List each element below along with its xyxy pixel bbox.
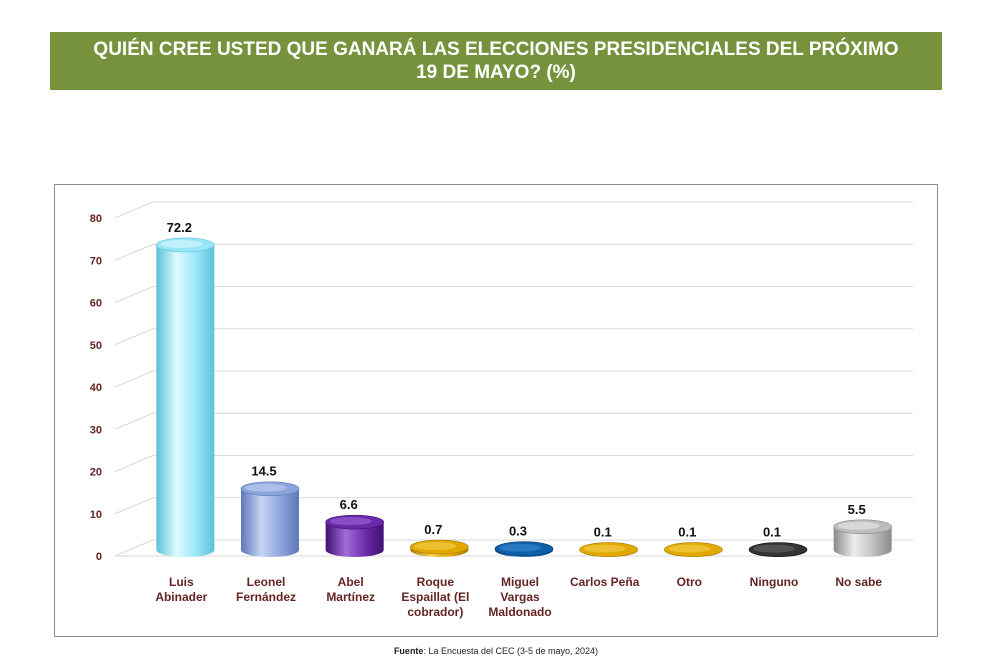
bar-body xyxy=(325,522,384,557)
category-label-line: No sabe xyxy=(835,575,882,589)
gridline-diagonal xyxy=(114,455,154,472)
gridline-diagonal xyxy=(114,412,154,430)
y-tick-label: 0 xyxy=(96,551,102,563)
y-tick-label: 50 xyxy=(90,340,102,352)
category-label-line: Martínez xyxy=(326,590,375,604)
data-label: 72.2 xyxy=(167,220,192,235)
chart-title: QUIÉN CREE USTED QUE GANARÁ LAS ELECCION… xyxy=(93,39,899,83)
category-label-line: Luis xyxy=(169,575,194,589)
bar-top-highlight xyxy=(837,521,880,530)
bar-top-highlight xyxy=(160,239,203,248)
category-label-line: Roque xyxy=(417,575,455,589)
gridline-diagonal xyxy=(114,539,154,557)
chart-frame: 0 10 20 30 40 50 60 70 80 72.2 14.5 6.6 0.7 0.3 0.1 0.… xyxy=(54,184,938,637)
category-label-line: Maldonado xyxy=(488,605,551,619)
category-label-line: Espaillat (El xyxy=(401,590,469,604)
category-label-line: Abinader xyxy=(155,590,207,604)
gridline-diagonal xyxy=(114,201,154,219)
gridline-diagonal xyxy=(114,497,154,515)
bar-top-highlight xyxy=(499,543,541,552)
y-tick-label: 60 xyxy=(90,298,102,310)
data-label: 0.1 xyxy=(594,525,612,540)
category-labels-layer: Luis Abinader Leonel Fernández Abel Martínez R… xyxy=(155,575,882,619)
bar-top-highlight xyxy=(753,544,795,553)
bar-chart: 0 10 20 30 40 50 60 70 80 72.2 14.5 6.6 0.7 0.3 0.1 0.… xyxy=(90,201,913,619)
data-label: 5.5 xyxy=(848,502,866,517)
bar-body xyxy=(156,244,215,557)
chart-title-banner: QUIÉN CREE USTED QUE GANARÁ LAS ELECCION… xyxy=(50,32,942,90)
bar xyxy=(325,514,384,557)
category-label-line: Fernández xyxy=(236,590,296,604)
data-label: 0.3 xyxy=(509,524,527,539)
bar xyxy=(494,541,554,557)
data-label: 0.7 xyxy=(424,522,442,537)
category-label: Luis Abinader xyxy=(155,575,207,604)
category-label-line: Vargas xyxy=(500,590,540,604)
category-label: Abel Martínez xyxy=(326,575,375,604)
source-text: : La Encuesta del CEC (3-5 de mayo, 2024… xyxy=(423,646,599,656)
category-label: Leonel Fernández xyxy=(236,575,296,604)
gridline-diagonal xyxy=(114,370,154,388)
bar xyxy=(748,542,808,557)
data-label: 0.1 xyxy=(763,525,781,540)
y-tick-label: 10 xyxy=(90,509,102,521)
bars-layer xyxy=(156,237,892,557)
category-label-line: Carlos Peña xyxy=(570,575,640,589)
category-label: Otro xyxy=(677,575,702,589)
gridline-diagonal xyxy=(114,286,154,303)
source-note: Fuente: La Encuesta del CEC (3-5 de mayo… xyxy=(0,646,992,656)
y-tick-label: 30 xyxy=(90,424,102,436)
category-label: Carlos Peña xyxy=(570,575,640,589)
data-label: 0.1 xyxy=(678,525,696,540)
category-label: No sabe xyxy=(835,575,882,589)
grid-layer xyxy=(114,201,913,557)
bar-top-highlight xyxy=(329,517,372,526)
y-tick-label: 70 xyxy=(90,255,102,267)
category-label: Ninguno xyxy=(750,575,799,589)
bar-body xyxy=(833,526,892,557)
category-label-line: Miguel xyxy=(501,575,539,589)
gridline-diagonal xyxy=(114,243,154,261)
bar-top-highlight xyxy=(583,544,626,553)
bar-body xyxy=(241,488,299,557)
bar xyxy=(410,539,469,557)
y-axis-ticks: 0 10 20 30 40 50 60 70 80 xyxy=(90,213,102,563)
y-tick-label: 20 xyxy=(90,467,102,479)
bar xyxy=(833,519,892,557)
category-label-line: cobrador) xyxy=(407,605,463,619)
category-label: Miguel Vargas Maldonado xyxy=(488,575,551,619)
source-label: Fuente xyxy=(393,646,424,656)
category-label-line: Otro xyxy=(677,575,702,589)
bar-top-highlight xyxy=(414,542,457,551)
category-label: Roque Espaillat (El cobrador) xyxy=(401,575,469,619)
y-tick-label: 80 xyxy=(90,213,102,225)
data-labels-layer: 72.2 14.5 6.6 0.7 0.3 0.1 0.1 0.1 5.5 xyxy=(167,220,866,540)
gridline-diagonal xyxy=(114,328,154,346)
data-label: 14.5 xyxy=(251,464,276,479)
data-label: 6.6 xyxy=(340,497,358,512)
bar xyxy=(664,542,723,557)
bar-top-highlight xyxy=(668,544,711,553)
bar-top-highlight xyxy=(245,483,287,492)
bar xyxy=(156,237,215,557)
category-label-line: Ninguno xyxy=(750,575,799,589)
bar xyxy=(579,542,638,557)
y-tick-label: 40 xyxy=(90,382,102,394)
category-label-line: Abel xyxy=(338,575,364,589)
bar xyxy=(240,481,300,557)
category-label-line: Leonel xyxy=(247,575,286,589)
